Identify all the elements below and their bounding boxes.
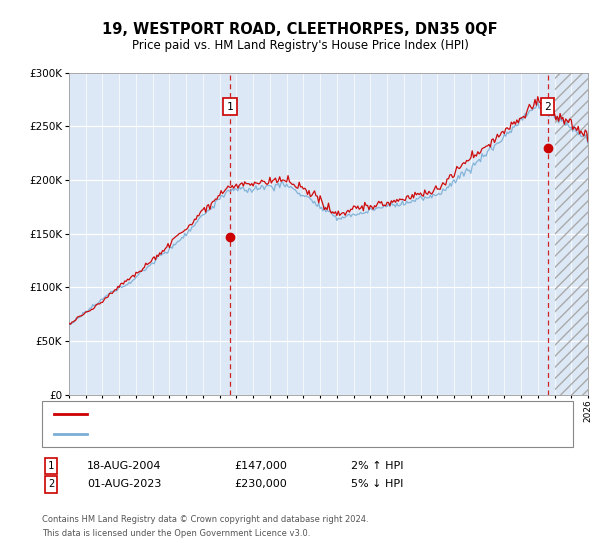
Text: 2: 2 bbox=[48, 479, 54, 489]
Text: 01-AUG-2023: 01-AUG-2023 bbox=[87, 479, 161, 489]
Text: 1: 1 bbox=[48, 461, 54, 471]
Text: This data is licensed under the Open Government Licence v3.0.: This data is licensed under the Open Gov… bbox=[42, 529, 310, 538]
Text: 5% ↓ HPI: 5% ↓ HPI bbox=[351, 479, 403, 489]
Text: £230,000: £230,000 bbox=[234, 479, 287, 489]
Text: 19, WESTPORT ROAD, CLEETHORPES, DN35 0QF (detached house): 19, WESTPORT ROAD, CLEETHORPES, DN35 0QF… bbox=[93, 409, 439, 419]
Bar bbox=[554, 73, 588, 395]
Text: Contains HM Land Registry data © Crown copyright and database right 2024.: Contains HM Land Registry data © Crown c… bbox=[42, 515, 368, 524]
Bar bbox=[554, 73, 588, 395]
Text: 2: 2 bbox=[544, 101, 551, 111]
Text: Price paid vs. HM Land Registry's House Price Index (HPI): Price paid vs. HM Land Registry's House … bbox=[131, 39, 469, 53]
Text: 2% ↑ HPI: 2% ↑ HPI bbox=[351, 461, 404, 471]
Text: £147,000: £147,000 bbox=[234, 461, 287, 471]
Text: 18-AUG-2004: 18-AUG-2004 bbox=[87, 461, 161, 471]
Text: HPI: Average price, detached house, North East Lincolnshire: HPI: Average price, detached house, Nort… bbox=[93, 429, 407, 439]
Text: 19, WESTPORT ROAD, CLEETHORPES, DN35 0QF: 19, WESTPORT ROAD, CLEETHORPES, DN35 0QF bbox=[102, 22, 498, 37]
Text: 1: 1 bbox=[227, 101, 233, 111]
